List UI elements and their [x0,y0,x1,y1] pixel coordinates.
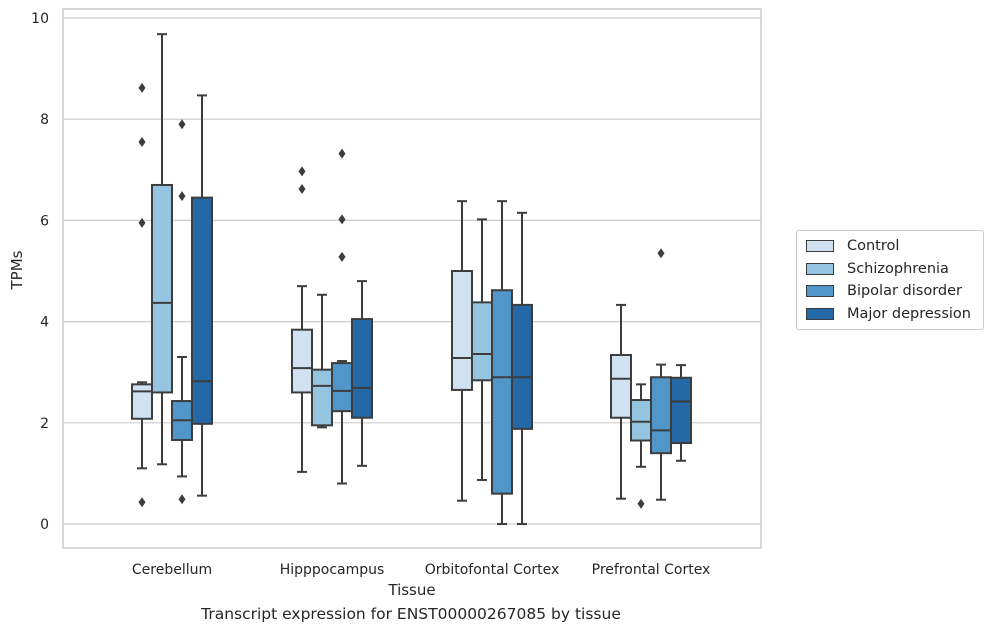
x-axis-label: Tissue [387,581,435,599]
box-body [630,399,652,442]
y-tick-label: 4 [40,315,49,331]
y-axis-label: TPMs [8,250,26,290]
legend: Control Schizophrenia Bipolar disorder Majo… [796,230,984,330]
box-3-2 [650,248,672,501]
x-tick-label: Cerebellum [132,562,212,578]
box-body [131,383,153,420]
box-2-1 [471,218,493,481]
box-body [650,376,672,455]
box-body [610,353,632,419]
box-body [351,318,373,419]
legend-swatch [806,285,834,298]
box-0-0 [131,82,153,508]
box-1-3 [351,280,373,467]
outlier-point [637,498,645,509]
chart-caption: Transcript expression for ENST0000026708… [201,605,621,623]
box-2-3 [511,211,533,525]
outlier-point [178,191,186,202]
legend-label: Control [847,238,900,255]
x-tick-labels: Cerebellum Hipppocampus Orbitofontal Corte… [132,562,710,578]
y-tick-label: 8 [40,112,49,128]
boxes [131,33,692,525]
legend-label: Major depression [847,305,971,322]
outlier-point [138,82,146,93]
box-body [331,362,353,413]
legend-swatch [806,262,834,275]
box-2-0 [451,200,473,502]
y-tick-labels: 0 2 4 6 8 10 [31,11,49,533]
box-body [291,328,313,394]
box-body [670,376,692,445]
box-0-1 [151,33,173,466]
legend-label: Bipolar disorder [847,283,962,300]
outlier-point [338,251,346,262]
x-tick-label: Orbitofontal Cortex [425,562,560,578]
box-body [451,270,473,391]
x-tick-label: Hipppocampus [280,562,385,578]
box-body [491,289,513,495]
outlier-point [657,248,665,259]
box-1-0 [291,166,313,473]
outlier-point [178,119,186,130]
y-tick-label: 6 [40,213,49,229]
plot-area-frame [62,8,762,549]
outlier-point [138,497,146,508]
y-tick-label: 0 [40,517,49,533]
box-body [151,183,173,394]
legend-item: Major depression [797,303,983,326]
outlier-point [178,494,186,505]
box-body [191,196,213,425]
x-tick-label: Prefrontal Cortex [592,562,711,578]
legend-label: Schizophrenia [847,260,949,277]
box-body [471,301,493,382]
outlier-point [298,166,306,177]
box-1-2 [331,148,353,485]
outlier-point [298,184,306,195]
legend-item: Control [797,235,983,258]
legend-swatch [806,240,834,253]
legend-swatch [806,307,834,320]
box-3-3 [670,364,692,462]
y-tick-label: 10 [31,11,49,27]
box-1-1 [311,293,333,429]
legend-item: Schizophrenia [797,258,983,281]
outlier-point [338,214,346,225]
box-0-3 [191,94,213,497]
box-body [311,368,333,427]
legend-item: Bipolar disorder [797,280,983,303]
box-body [511,303,533,430]
outlier-point [138,136,146,147]
outlier-point [138,217,146,228]
box-2-2 [491,200,513,525]
y-tick-label: 2 [40,416,49,432]
box-3-1 [630,383,652,509]
box-0-2 [171,119,193,505]
outlier-point [338,148,346,159]
box-3-0 [610,303,632,500]
